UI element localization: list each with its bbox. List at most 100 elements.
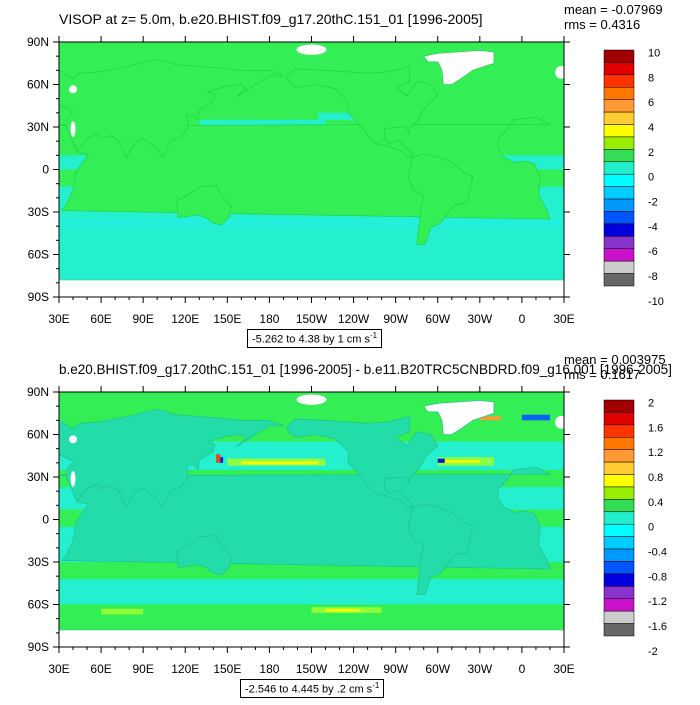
colorbar-swatch (603, 536, 635, 550)
rms-stat: rms = 0.4316 (564, 17, 640, 32)
colorbar-label: 6 (648, 97, 654, 109)
colorbar-swatch (603, 236, 635, 249)
colorbar-swatch (603, 474, 635, 488)
colorbar-label: 10 (648, 47, 660, 59)
north-america-landmass (285, 415, 439, 509)
x-tick-label: 150W (296, 662, 328, 676)
greenland-landmass (423, 400, 495, 435)
colorbar-label: -1.6 (648, 621, 667, 633)
anomaly-region (59, 579, 564, 605)
sea-ice-patch (69, 435, 78, 444)
x-tick-label: 0 (519, 312, 526, 326)
x-tick-label: 30W (467, 662, 492, 676)
colorbar-label: -4 (648, 221, 658, 233)
colorbar-swatch (603, 412, 635, 426)
x-tick-label: 30E (553, 312, 574, 326)
colorbar-swatch (603, 136, 635, 150)
anomaly-region (220, 457, 224, 463)
map-field (58, 42, 568, 298)
y-tick-label: 90N (27, 35, 49, 49)
sea-ice-patch (69, 85, 78, 94)
colorbar-swatch (603, 449, 635, 463)
sea-ice-patch (296, 394, 327, 405)
colorbar-swatch (603, 548, 635, 562)
colorbar-swatch (603, 49, 635, 63)
anomaly-region (444, 460, 480, 463)
colorbar: 10 8 6 4 2 0 -2 -4 -6 -8 -10 (603, 47, 664, 308)
anomaly-region (479, 416, 501, 421)
colorbar-swatch (603, 523, 635, 537)
bottom-map-chart: b.e20.BHIST.f09_g17.20thC.151_01 [1996-2… (27, 352, 672, 676)
y-tick-label: 30N (27, 120, 49, 134)
x-tick-label: 90E (132, 312, 153, 326)
australia-landmass (176, 534, 232, 576)
colorbar-label: -2 (648, 197, 658, 209)
anomaly-region (325, 608, 361, 612)
x-tick-label: 120W (338, 662, 370, 676)
map-axes: 30E 60E 90E 120E 150E 180 150W 120W 90W 60W 30W 0 30… (27, 35, 575, 326)
colorbar-swatch (603, 248, 635, 262)
y-tick-label: 90S (28, 290, 49, 304)
rms-stat: rms = 0.1617 (564, 367, 640, 382)
colorbar-swatch (603, 586, 635, 599)
x-tick-label: 30E (48, 662, 69, 676)
y-tick-label: 90S (28, 640, 49, 654)
colorbar-swatch (603, 573, 635, 587)
y-tick-label: 60N (27, 428, 49, 442)
y-tick-label: 60S (28, 248, 49, 262)
colorbar-swatch (603, 74, 635, 88)
colorbar-label: -0.4 (648, 547, 667, 559)
y-tick-label: 60N (27, 78, 49, 92)
sea-ice-patch (70, 471, 76, 487)
x-tick-label: 0 (519, 662, 526, 676)
colorbar-label: 0.4 (648, 497, 663, 509)
x-tick-label: 120E (171, 662, 199, 676)
colorbar-swatch (603, 399, 635, 413)
sea-ice-patch (70, 121, 76, 137)
chart-title: b.e20.BHIST.f09_g17.20thC.151_01 [1996-2… (59, 362, 672, 377)
colorbar-swatch (603, 161, 635, 175)
colorbar-swatch (603, 149, 635, 163)
x-tick-label: 180 (259, 662, 279, 676)
antarctica-landmass (58, 279, 565, 298)
colorbar-label: 0 (648, 172, 654, 184)
x-tick-label: 150E (213, 662, 241, 676)
map-field (58, 392, 568, 648)
colorbar-swatch (603, 111, 635, 125)
x-tick-label: 120E (171, 312, 199, 326)
x-tick-label: 60E (90, 312, 111, 326)
colorbar-swatch (603, 511, 635, 525)
y-tick-label: 60S (28, 598, 49, 612)
colorbar: 2 1.6 1.2 0.8 0.4 0 -0.4 -0.8 -1.2 -1.6 -2 (603, 397, 667, 658)
mean-stat: mean = -0.07969 (564, 2, 663, 17)
y-tick-label: 30N (27, 470, 49, 484)
colorbar-swatch (603, 598, 635, 612)
colorbar-swatch (603, 124, 635, 138)
colorbar-label: -0.8 (648, 571, 667, 583)
north-america-landmass (285, 65, 439, 159)
x-tick-label: 60E (90, 662, 111, 676)
x-tick-label: 150E (213, 312, 241, 326)
x-tick-label: 180 (259, 312, 279, 326)
top-panel: VISOP at z= 5.0m, b.e20.BHIST.f09_g17.20… (0, 0, 700, 350)
colorbar-swatch (603, 273, 635, 287)
chart-title: VISOP at z= 5.0m, b.e20.BHIST.f09_g17.20… (59, 11, 483, 27)
colorbar-label: 4 (648, 122, 654, 134)
top-map-chart: VISOP at z= 5.0m, b.e20.BHIST.f09_g17.20… (27, 2, 664, 326)
bottom-panel: b.e20.BHIST.f09_g17.20thC.151_01 [1996-2… (0, 350, 700, 700)
colorbar-swatch (603, 461, 635, 475)
colorbar-label: 2 (648, 147, 654, 159)
y-tick-label: 30S (28, 555, 49, 569)
x-tick-label: 60W (425, 662, 450, 676)
colorbar-label: -8 (648, 271, 658, 283)
south-america-landmass (407, 503, 474, 595)
greenland-landmass (423, 50, 495, 85)
x-tick-label: 30E (48, 312, 69, 326)
colorbar-swatch (603, 486, 635, 500)
colorbar-swatch (603, 211, 635, 225)
australia-landmass (176, 184, 232, 226)
colorbar-label: 0.8 (648, 472, 663, 484)
colorbar-swatch (603, 610, 635, 624)
antarctica-landmass (58, 629, 565, 648)
colorbar-swatch (603, 561, 635, 575)
